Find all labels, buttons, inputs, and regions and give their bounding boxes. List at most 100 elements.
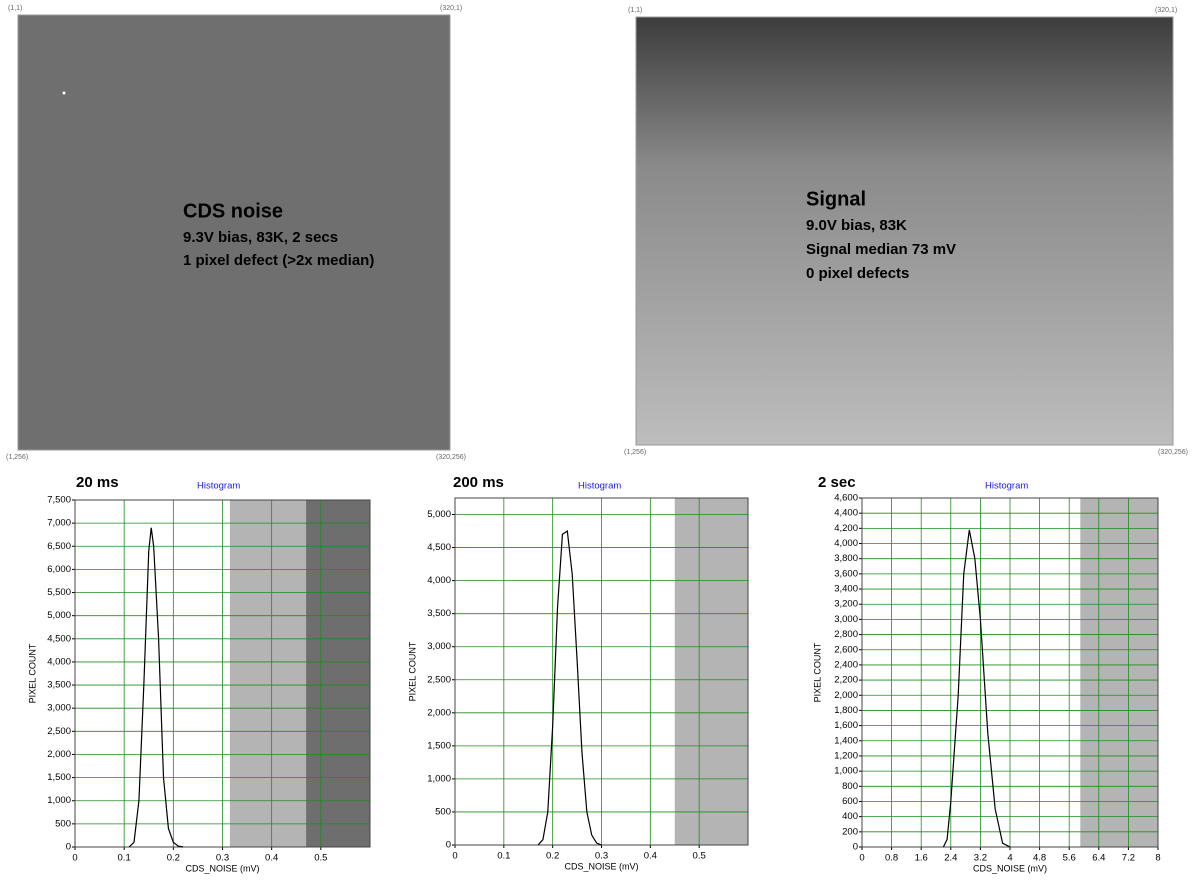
x-tick-label: 0 [452,851,457,862]
histogram-chart: 05001,0001,5002,0002,5003,0003,5004,0004… [407,474,748,871]
x-tick-label: 7.2 [1122,853,1135,864]
image-note: Signal median 73 mV [806,241,956,258]
y-tick-label: 2,500 [47,726,71,737]
image-note: 0 pixel defects [806,265,909,282]
corner-label: (320,1) [1155,7,1177,14]
y-tick-label: 1,500 [427,740,451,751]
x-tick-label: 0.1 [497,851,510,862]
chart-title: 200 ms [453,474,504,491]
image-title: CDS noise [183,200,283,222]
y-tick-label: 1,200 [834,750,858,761]
chart-subtitle: Histogram [578,481,621,492]
corner-label: (1,1) [628,7,642,14]
y-tick-label: 500 [55,818,71,829]
y-tick-label: 400 [842,811,858,822]
corner-label: (320,256) [436,454,466,461]
histogram-chart: 05001,0001,5002,0002,5003,0003,5004,0004… [27,474,370,873]
y-tick-label: 5,000 [47,610,71,621]
y-tick-label: 200 [842,826,858,837]
x-tick-label: 0 [72,853,77,864]
x-tick-label: 0.4 [644,851,657,862]
x-tick-label: 1.6 [915,853,928,864]
signal-image-panel: (1,1) (320,1) (1,256) (320,256) Signal 9… [624,7,1188,456]
y-tick-label: 3,200 [834,599,858,610]
histogram-chart: 0 200 400 600 800 1,000 1,200 1,400 1,600 1,800 2,… [812,474,1160,873]
noise-image-panel: (1,1) (320,1) (1,256) (320,256) CDS nois… [6,5,466,461]
y-tick-label: 3,600 [834,568,858,579]
x-tick-label: 4.8 [1033,853,1046,864]
x-tick-label: 0.5 [314,853,327,864]
y-tick-label: 1,600 [834,720,858,731]
y-tick-label: 1,400 [834,735,858,746]
y-tick-label: 2,800 [834,629,858,640]
y-tick-label: 3,800 [834,553,858,564]
chart-subtitle: Histogram [985,481,1028,492]
range-band [306,500,370,847]
x-tick-label: 4 [1007,853,1012,864]
y-tick-label: 4,000 [427,575,451,586]
y-tick-label: 2,500 [427,674,451,685]
y-tick-label: 2,000 [427,707,451,718]
y-tick-label: 4,000 [834,538,858,549]
corner-label: (1,1) [8,5,22,12]
x-tick-label: 0.2 [167,853,180,864]
y-tick-label: 0 [853,842,858,853]
y-tick-label: 1,500 [47,772,71,783]
y-tick-label: 4,000 [47,656,71,667]
corner-label: (320,1) [440,5,462,12]
y-tick-label: 600 [842,796,858,807]
y-tick-label: 500 [435,806,451,817]
x-tick-label: 0.4 [265,853,278,864]
x-tick-label: 0 [859,853,864,864]
x-tick-label: 3.2 [974,853,987,864]
y-tick-label: 7,500 [47,495,71,506]
y-tick-label: 3,500 [47,680,71,691]
y-tick-label: 0 [66,842,71,853]
y-tick-label: 2,000 [834,690,858,701]
y-tick-label: 3,000 [47,703,71,714]
y-tick-label: 6,000 [47,564,71,575]
y-tick-label: 2,400 [834,659,858,670]
y-tick-label: 4,600 [834,493,858,504]
defect-pixel [63,92,66,95]
y-axis-label: PIXEL COUNT [27,643,37,703]
x-tick-label: 0.8 [885,853,898,864]
y-tick-label: 2,200 [834,675,858,686]
y-tick-label: 4,400 [834,508,858,519]
x-tick-label: 0.2 [546,851,559,862]
y-tick-label: 1,000 [834,766,858,777]
x-axis-label: CDS_NOISE (mV) [564,861,638,871]
y-tick-label: 2,000 [47,749,71,760]
range-band [675,498,748,845]
y-tick-label: 7,000 [47,518,71,529]
chart-subtitle: Histogram [197,481,240,492]
y-tick-label: 4,200 [834,523,858,534]
corner-label: (1,256) [6,454,28,461]
x-tick-label: 6.4 [1092,853,1105,864]
chart-title: 20 ms [76,474,119,491]
y-tick-label: 4,500 [427,542,451,553]
y-axis-label: PIXEL COUNT [812,642,822,702]
y-tick-label: 5,000 [427,509,451,520]
image-title: Signal [806,188,866,210]
x-tick-label: 0.3 [216,853,229,864]
y-tick-label: 1,800 [834,705,858,716]
y-tick-label: 800 [842,781,858,792]
y-tick-label: 1,000 [47,795,71,806]
corner-label: (320,256) [1158,449,1188,456]
corner-label: (1,256) [624,449,646,456]
image-note: 9.3V bias, 83K, 2 secs [183,229,338,246]
image-note: 9.0V bias, 83K [806,217,907,234]
y-tick-label: 3,000 [834,614,858,625]
x-tick-label: 0.1 [118,853,131,864]
y-tick-label: 2,600 [834,644,858,655]
y-tick-label: 3,000 [427,641,451,652]
image-note: 1 pixel defect (>2x median) [183,252,374,269]
y-tick-label: 0 [446,840,451,851]
y-tick-label: 3,500 [427,608,451,619]
x-tick-label: 2.4 [944,853,957,864]
x-axis-label: CDS_NOISE (mV) [973,863,1047,873]
x-tick-label: 5.6 [1063,853,1076,864]
y-tick-label: 3,400 [834,584,858,595]
chart-title: 2 sec [818,474,856,491]
